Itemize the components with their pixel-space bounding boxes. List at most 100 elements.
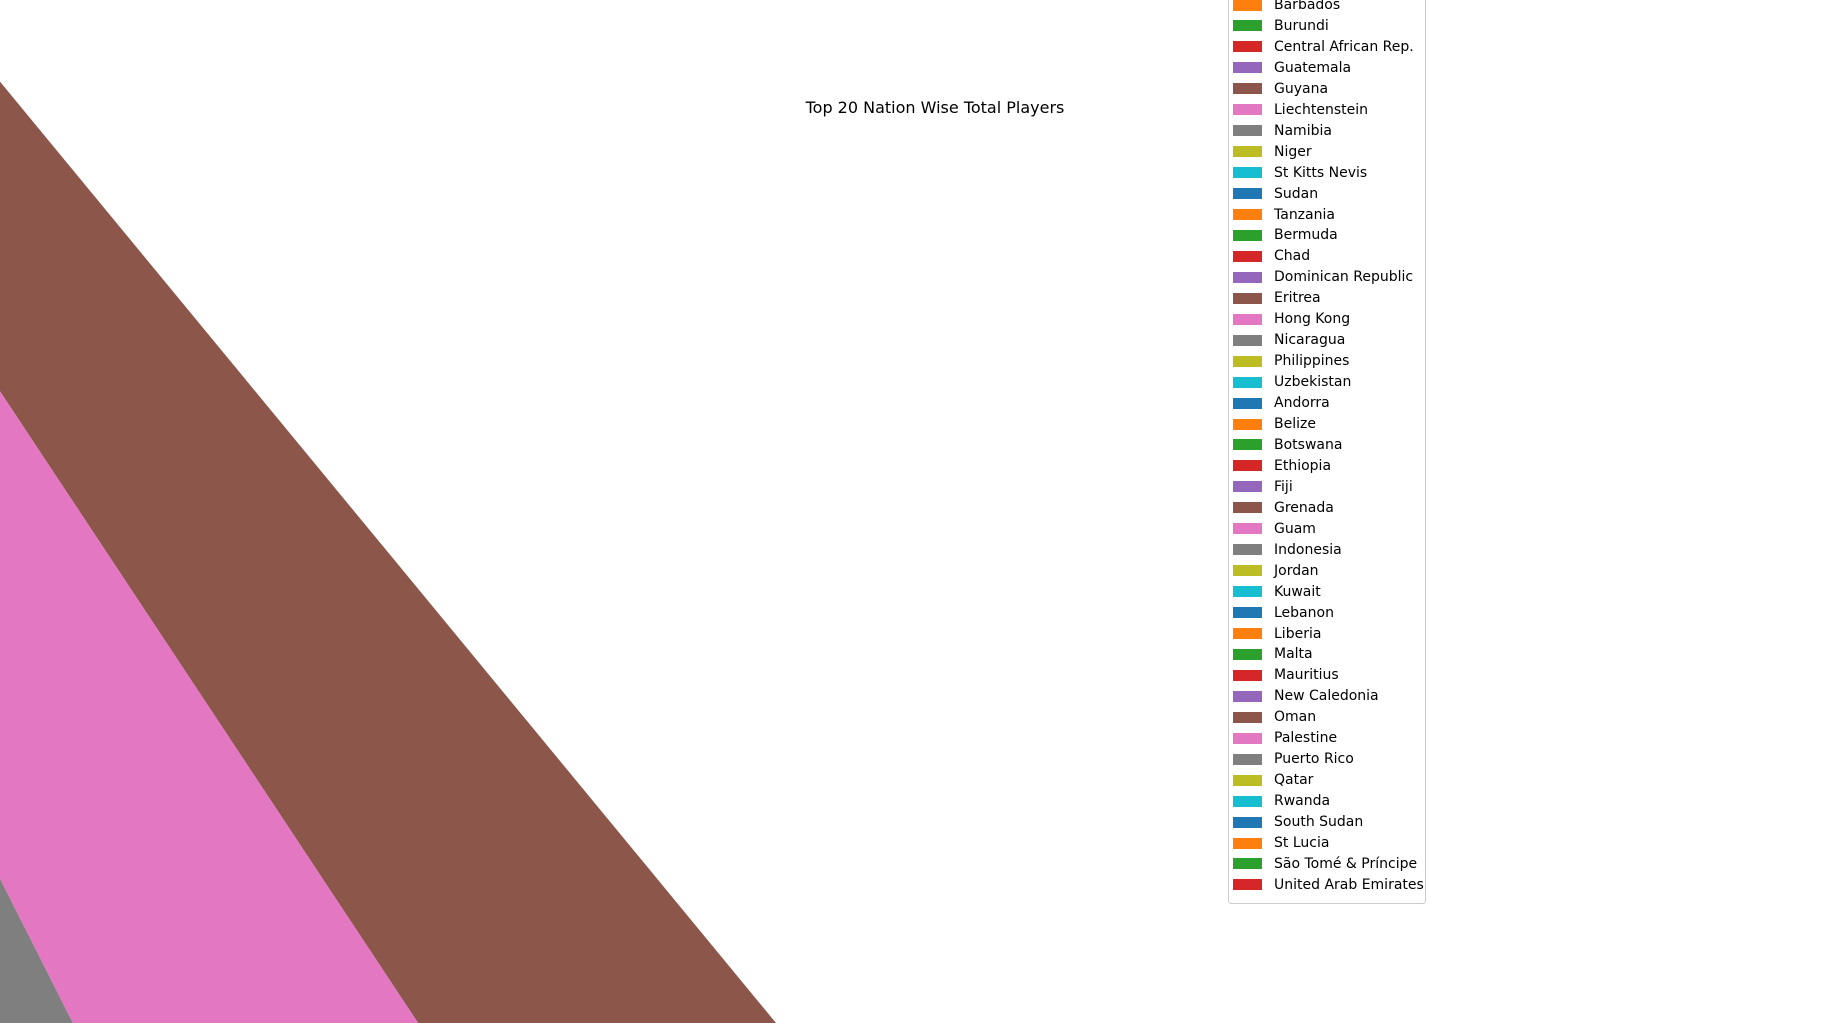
legend-swatch bbox=[1233, 460, 1262, 472]
legend-entry: Barbados bbox=[1233, 0, 1340, 15]
legend-label: Botswana bbox=[1274, 436, 1343, 453]
legend-label: Hong Kong bbox=[1274, 311, 1351, 328]
legend-swatch bbox=[1233, 774, 1262, 786]
legend-swatch bbox=[1233, 481, 1262, 493]
legend-label: Guyana bbox=[1274, 80, 1329, 97]
legend-entry: Uzbekistan bbox=[1233, 372, 1351, 392]
legend-swatch bbox=[1233, 83, 1262, 95]
legend-swatch bbox=[1233, 732, 1262, 744]
legend-swatch bbox=[1233, 439, 1262, 451]
legend-swatch bbox=[1233, 669, 1262, 681]
pie-slice-partial bbox=[0, 81, 777, 1023]
legend-entry: Jordan bbox=[1233, 561, 1319, 581]
legend-swatch bbox=[1233, 816, 1262, 828]
legend-entry: Qatar bbox=[1233, 770, 1313, 790]
legend-label: Qatar bbox=[1274, 772, 1314, 789]
legend-label: St Lucia bbox=[1274, 835, 1330, 851]
legend-label: Guatemala bbox=[1274, 59, 1352, 76]
legend-entry: Malta bbox=[1233, 644, 1313, 664]
legend-swatch bbox=[1233, 711, 1262, 723]
legend-swatch bbox=[1233, 229, 1262, 241]
legend-entry: Andorra bbox=[1233, 393, 1330, 413]
legend-label: São Tomé & Príncipe bbox=[1274, 855, 1418, 872]
legend-label: Andorra bbox=[1274, 395, 1330, 412]
legend-entry: Guam bbox=[1233, 519, 1316, 539]
legend-swatch bbox=[1233, 523, 1262, 535]
legend-swatch bbox=[1233, 418, 1262, 430]
legend-label: Burundi bbox=[1274, 17, 1329, 34]
pie-slice bbox=[0, 391, 419, 1023]
legend-entry: Puerto Rico bbox=[1233, 749, 1354, 769]
legend-swatch bbox=[1233, 292, 1262, 304]
legend-entry: Lebanon bbox=[1233, 603, 1334, 623]
legend-entry: Liberia bbox=[1233, 624, 1321, 644]
legend-label: Rwanda bbox=[1274, 793, 1331, 810]
legend-entry: Central African Rep. bbox=[1233, 37, 1414, 57]
legend-entry: United Arab Emirates bbox=[1233, 875, 1424, 895]
legend-entry: Chad bbox=[1233, 246, 1310, 266]
legend-entry: South Sudan bbox=[1233, 812, 1363, 832]
legend-label: United Arab Emirates bbox=[1274, 876, 1424, 893]
legend-swatch bbox=[1233, 146, 1262, 158]
legend-swatch bbox=[1233, 167, 1262, 179]
legend-entry: Eritrea bbox=[1233, 288, 1321, 308]
legend-swatch bbox=[1233, 397, 1262, 409]
legend-label: Liberia bbox=[1274, 625, 1322, 642]
legend-swatch bbox=[1233, 250, 1262, 262]
legend-label: Ethiopia bbox=[1274, 457, 1332, 474]
legend-entry: Kuwait bbox=[1233, 582, 1321, 602]
legend-label: Belize bbox=[1274, 416, 1316, 432]
legend-label: Barbados bbox=[1274, 0, 1341, 13]
legend-swatch bbox=[1233, 648, 1262, 660]
legend-swatch bbox=[1233, 0, 1262, 11]
legend-entry: Ethiopia bbox=[1233, 456, 1331, 476]
legend-entry: St Lucia bbox=[1233, 833, 1329, 853]
legend-swatch bbox=[1233, 125, 1262, 137]
legend-entry: Tanzania bbox=[1233, 205, 1335, 225]
legend-label: Jordan bbox=[1274, 562, 1319, 579]
legend-entry: Hong Kong bbox=[1233, 309, 1350, 329]
legend-entry: Fiji bbox=[1233, 477, 1293, 497]
legend-entry: New Caledonia bbox=[1233, 686, 1379, 706]
legend-label: Dominican Republic bbox=[1274, 269, 1414, 286]
legend-label: New Caledonia bbox=[1274, 688, 1379, 705]
pie-slice bbox=[0, 878, 73, 1023]
legend-swatch bbox=[1233, 690, 1262, 702]
legend-label: Palestine bbox=[1274, 730, 1338, 747]
legend-label: Uzbekistan bbox=[1274, 374, 1352, 391]
legend-swatch bbox=[1233, 586, 1262, 598]
legend-label: Eritrea bbox=[1274, 290, 1321, 307]
legend-swatch bbox=[1233, 62, 1262, 74]
legend-label: Nicaragua bbox=[1274, 332, 1346, 349]
legend-entry: Belize bbox=[1233, 414, 1316, 434]
legend-swatch bbox=[1233, 879, 1262, 891]
legend-entry: Philippines bbox=[1233, 351, 1349, 371]
legend-swatch bbox=[1233, 271, 1262, 283]
legend-label: South Sudan bbox=[1274, 814, 1364, 831]
legend-entry: Oman bbox=[1233, 707, 1316, 727]
legend-label: Philippines bbox=[1274, 353, 1350, 370]
legend-label: Chad bbox=[1274, 248, 1311, 265]
legend-entry: Grenada bbox=[1233, 498, 1334, 518]
legend-swatch bbox=[1233, 858, 1262, 870]
legend-label: Niger bbox=[1274, 143, 1312, 160]
legend-swatch bbox=[1233, 355, 1262, 367]
legend: Barbados Burundi Central African Rep. Guate… bbox=[1228, 0, 1426, 904]
legend-swatch bbox=[1233, 837, 1262, 849]
legend-entry: Nicaragua bbox=[1233, 330, 1345, 350]
legend-swatch bbox=[1233, 607, 1262, 619]
legend-entry: Dominican Republic bbox=[1233, 267, 1413, 287]
legend-swatch bbox=[1233, 313, 1262, 325]
legend-label: Puerto Rico bbox=[1274, 751, 1354, 768]
legend-entry: Namibia bbox=[1233, 121, 1332, 141]
legend-entry: São Tomé & Príncipe bbox=[1233, 854, 1417, 874]
legend-label: Malta bbox=[1274, 646, 1313, 663]
legend-entry: Palestine bbox=[1233, 728, 1337, 748]
legend-label: Mauritius bbox=[1274, 667, 1339, 684]
legend-swatch bbox=[1233, 41, 1262, 53]
legend-entry: Bermuda bbox=[1233, 225, 1338, 245]
legend-label: Oman bbox=[1274, 709, 1317, 726]
legend-swatch bbox=[1233, 502, 1262, 514]
